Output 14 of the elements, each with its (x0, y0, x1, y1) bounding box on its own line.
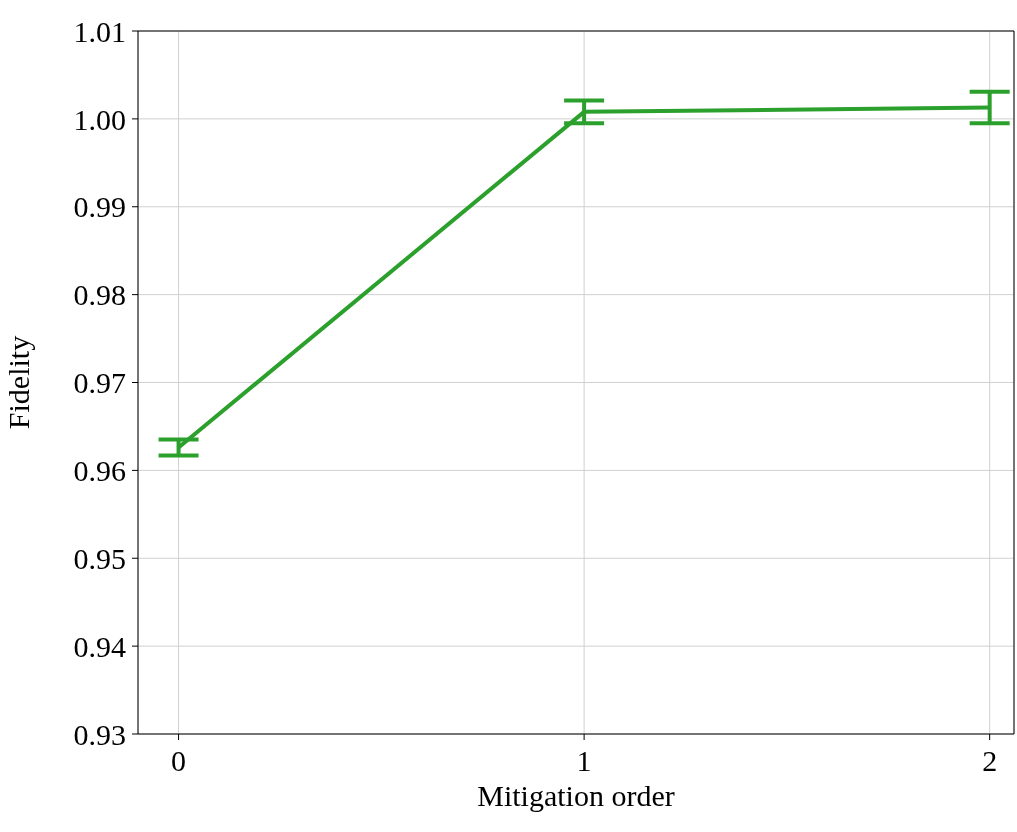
x-tick-label: 0 (171, 744, 187, 778)
y-tick-label: 0.94 (73, 629, 126, 663)
y-tick-label: 0.98 (73, 278, 126, 312)
y-axis-title: Fidelity (1, 335, 35, 430)
y-tick-label: 0.97 (73, 366, 126, 400)
x-tick-label: 1 (576, 744, 592, 778)
y-tick-label: 0.99 (73, 190, 126, 224)
y-tick-label: 0.96 (73, 454, 126, 488)
y-tick-label: 0.93 (73, 717, 126, 751)
x-axis-title: Mitigation order (477, 779, 675, 812)
x-tick-label: 2 (982, 744, 998, 778)
y-tick-label: 1.00 (73, 102, 126, 136)
y-tick-label: 0.95 (73, 541, 126, 575)
y-tick-label: 1.01 (73, 14, 126, 48)
